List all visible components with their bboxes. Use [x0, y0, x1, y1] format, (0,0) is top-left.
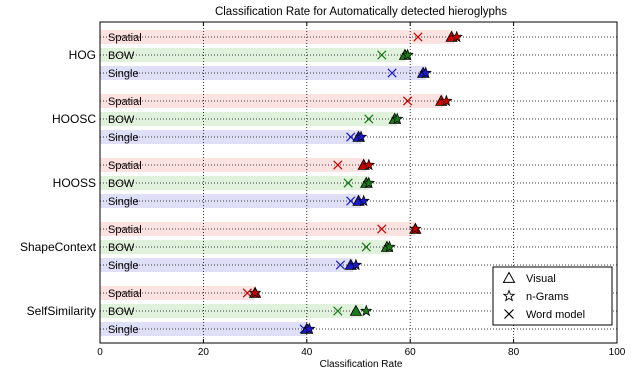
marker-word-model: [333, 160, 343, 170]
x-tick-label: 60: [405, 347, 417, 358]
plot-frame: [99, 21, 618, 344]
legend-word-model-icon: [504, 309, 514, 319]
condition-label: Single: [108, 260, 139, 272]
bar-hooss-spatial: [100, 158, 367, 172]
marker-word-model: [343, 178, 353, 188]
plot-area: 0 20 40 60 80 100 Spatial BOW HOG Single Spatial BO…: [20, 21, 626, 358]
condition-label: BOW: [108, 50, 135, 62]
marker-word-model: [377, 224, 387, 234]
condition-label: BOW: [108, 242, 135, 254]
marker-ngrams: [401, 48, 414, 61]
marker-word-model: [377, 50, 387, 60]
condition-label: BOW: [108, 114, 135, 126]
bar-hoosc-single: [100, 130, 362, 144]
marker-ngrams: [360, 304, 373, 317]
bar-hog-bow: [100, 48, 406, 62]
condition-label: Spatial: [108, 32, 142, 44]
condition-label: Single: [108, 68, 139, 80]
x-tick-label: 100: [609, 347, 626, 358]
group-label-shapecontext: ShapeContext: [20, 240, 97, 254]
legend-visual-icon: [502, 271, 516, 283]
marker-word-model: [413, 32, 423, 42]
x-axis-label: Classification Rate: [320, 359, 403, 370]
group-label-hooss: HOOSS: [53, 176, 96, 190]
marker-ngrams: [450, 30, 463, 43]
chart-title: Classification Rate for Automatically de…: [215, 6, 507, 18]
marker-word-model: [361, 242, 371, 252]
marker-word-model: [335, 260, 346, 270]
condition-label: Spatial: [108, 160, 142, 172]
group-label-hoosc: HOOSC: [52, 112, 96, 126]
group-label-hog: HOG: [69, 48, 96, 62]
bar-hoosc-bow: [100, 112, 398, 126]
marker-ngrams: [440, 94, 453, 107]
group-label-selfsimilarity: SelfSimilarity: [27, 304, 96, 318]
condition-label: Spatial: [108, 96, 142, 108]
condition-label: Single: [108, 196, 139, 208]
marker-ngrams: [248, 286, 262, 299]
marker-ngrams: [391, 112, 404, 125]
marker-ngrams: [357, 194, 370, 207]
bar-hooss-single: [100, 194, 362, 208]
condition-label: BOW: [108, 178, 135, 190]
x-tick-label: 0: [97, 347, 103, 358]
marker-ngrams: [419, 66, 432, 79]
marker-ngrams: [349, 258, 363, 271]
bar-selfsimilarity-bow: [100, 304, 364, 318]
condition-label: BOW: [108, 306, 135, 318]
legend-ngrams-icon: [502, 289, 516, 302]
marker-visual: [349, 304, 363, 316]
bar-shapecontext-spatial: [100, 222, 416, 236]
x-tick-label: 80: [508, 347, 520, 358]
marker-word-model: [387, 68, 397, 78]
x-tick-label: 20: [198, 347, 210, 358]
legend-label: n-Grams: [526, 291, 569, 303]
bar-selfsimilarity-single: [100, 322, 307, 336]
marker-ngrams: [354, 130, 368, 143]
condition-label: Single: [108, 324, 139, 336]
bar-hooss-bow: [100, 176, 369, 190]
marker-ngrams: [362, 158, 376, 171]
legend-label: Word model: [526, 309, 585, 321]
x-tick-label: 40: [301, 347, 313, 358]
condition-label: Spatial: [108, 288, 142, 300]
condition-label: Single: [108, 132, 139, 144]
marker-ngrams: [362, 176, 376, 189]
legend-box: [492, 266, 613, 326]
marker-word-model: [402, 96, 413, 106]
marker-ngrams: [409, 222, 422, 235]
marker-word-model: [333, 306, 343, 316]
marker-word-model: [364, 114, 374, 124]
marker-ngrams: [303, 322, 316, 335]
bar-selfsimilarity-spatial: [100, 286, 256, 300]
condition-label: Spatial: [108, 224, 142, 236]
marker-ngrams: [383, 240, 396, 253]
legend-label: Visual: [526, 273, 556, 285]
